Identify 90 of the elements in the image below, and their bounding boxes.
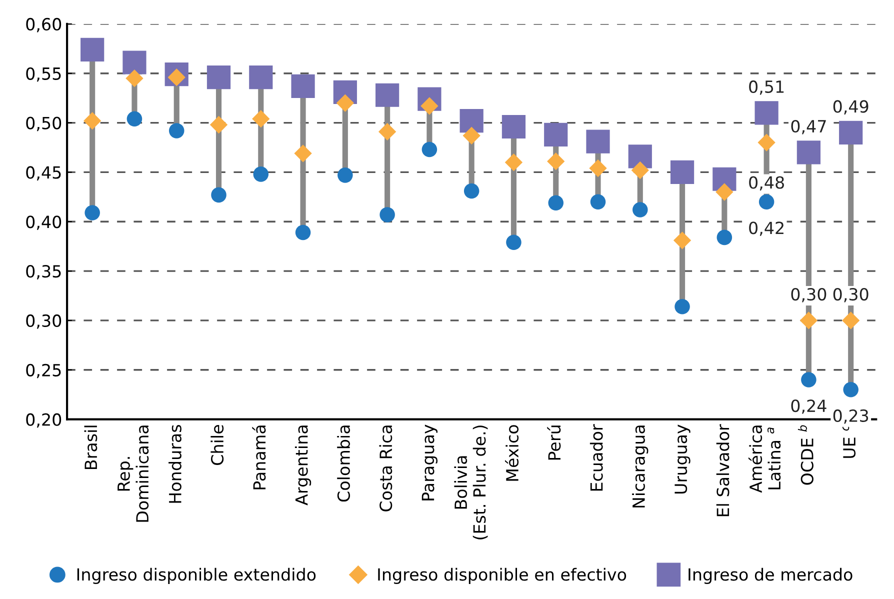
point [716, 230, 732, 246]
point [249, 66, 273, 90]
point [338, 168, 353, 183]
data-label: 0,24 [791, 400, 826, 414]
point [632, 202, 648, 218]
point [590, 194, 606, 210]
point [801, 372, 816, 388]
x-tick-label: Ecuador [590, 424, 603, 491]
x-tick-label: Paraguay [422, 424, 438, 500]
data-label: 0,42 [749, 222, 784, 236]
point [376, 83, 400, 107]
legend-label: Ingreso de mercado [688, 568, 852, 584]
x-tick-label: Rep. Dominicana [118, 426, 149, 522]
x-tick-label: Brasil [84, 426, 98, 469]
point [126, 111, 142, 126]
point [80, 38, 104, 62]
y-tick-label: 0,55 [26, 67, 61, 82]
point [122, 50, 146, 74]
y-tick-label: 0,35 [26, 265, 61, 280]
legend-label: Ingreso disponible en efectivo [378, 568, 626, 584]
data-label: 0,49 [833, 100, 868, 114]
point [586, 130, 610, 154]
point [504, 153, 523, 172]
x-tick-label: Colombia [337, 426, 350, 502]
point [842, 312, 860, 330]
point [628, 144, 652, 168]
point [796, 140, 821, 164]
y-tick-label: 0,45 [26, 166, 61, 180]
x-tick-label: El Salvador [716, 424, 730, 516]
point [631, 161, 649, 180]
point [547, 152, 565, 170]
data-label: 0,51 [749, 80, 784, 95]
legend-label: Ingreso disponible extendido [77, 568, 316, 584]
x-tick-label: OCDE $^{b}$ [798, 425, 814, 485]
x-tick-label: Nicaragua [632, 426, 648, 508]
point [295, 224, 311, 240]
y-tick-label: 0,40 [26, 216, 62, 230]
point [84, 205, 100, 220]
point [589, 159, 607, 178]
point [168, 123, 184, 138]
point [758, 134, 776, 152]
x-tick-label: Chile [210, 425, 224, 465]
x-tick-label: Uruguay [674, 424, 690, 494]
point [126, 69, 144, 88]
y-tick-label: 0,25 [26, 364, 61, 378]
point [211, 187, 226, 203]
x-tick-label: Perú [547, 426, 561, 460]
point [674, 298, 690, 314]
data-label: 0,47 [791, 120, 826, 134]
data-label: 0,30 [833, 288, 868, 302]
point [839, 120, 863, 144]
point [548, 195, 564, 210]
point [206, 66, 231, 90]
point [670, 160, 694, 184]
point [83, 112, 102, 130]
point [253, 166, 269, 182]
point [464, 183, 480, 199]
point [716, 183, 734, 201]
y-tick-label: 0,30 [26, 314, 62, 329]
point [460, 109, 484, 133]
point [210, 116, 228, 134]
data-label: 0,48 [749, 176, 784, 190]
x-tick-label: Bolivia (Est. Plur. de.) [454, 426, 488, 540]
point [754, 101, 778, 125]
y-tick-label: 0,60 [26, 18, 62, 32]
point [378, 122, 396, 141]
point [380, 207, 395, 222]
y-tick-label: 0,50 [26, 116, 62, 132]
x-tick-label: Costa Rica [379, 426, 392, 512]
point [843, 382, 858, 398]
x-tick-label: México [504, 425, 519, 481]
point [422, 142, 438, 158]
data-label: 0,23 [833, 409, 868, 424]
point [673, 232, 692, 250]
point [462, 126, 480, 144]
point [294, 144, 312, 162]
point [336, 94, 354, 112]
point [800, 312, 818, 330]
point [758, 194, 774, 210]
point [544, 122, 568, 146]
x-tick-label: Panamá [252, 426, 266, 490]
x-tick-label: Honduras [168, 424, 182, 503]
x-tick-label: Argentina [294, 426, 312, 506]
point [291, 74, 315, 98]
x-tick-label: América Latina $^{a}$ [748, 426, 781, 493]
y-tick-label: 0,20 [26, 413, 62, 428]
point [252, 110, 270, 128]
data-label: 0,30 [791, 288, 826, 302]
point [506, 234, 522, 250]
point [502, 114, 526, 139]
